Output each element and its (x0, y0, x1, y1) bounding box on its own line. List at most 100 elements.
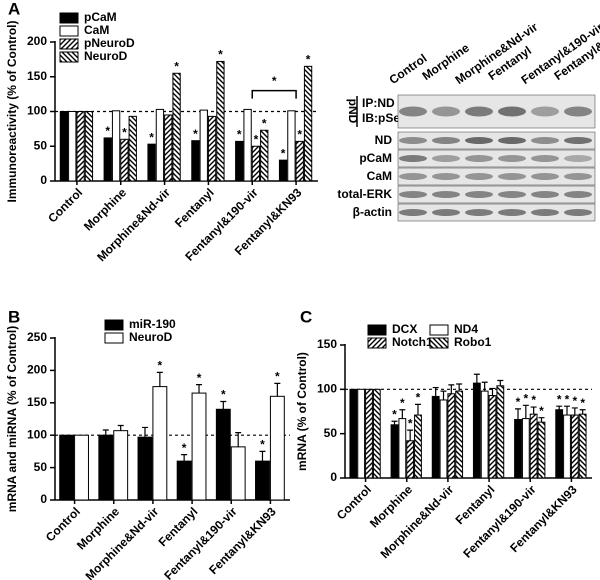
blot-row-label: CaM (367, 169, 392, 183)
bracket (251, 89, 297, 99)
bar (390, 424, 399, 479)
legend-swatch (59, 25, 79, 37)
bar (243, 108, 252, 182)
blot-band (498, 137, 526, 144)
bar (68, 111, 77, 182)
blot-strip (397, 167, 596, 186)
blot-band (432, 155, 460, 162)
significance-mark: * (580, 396, 585, 410)
bar (578, 413, 587, 479)
legend-swatch (367, 337, 387, 349)
error-bar (440, 390, 447, 400)
significance-mark: * (158, 359, 163, 373)
bar (113, 430, 129, 501)
bar (278, 159, 288, 182)
blot-strip (397, 131, 596, 150)
bar (529, 413, 538, 479)
legend-swatch (429, 337, 449, 349)
blot-band (399, 106, 427, 117)
legend-swatch (59, 51, 79, 63)
significance-mark: * (281, 146, 286, 160)
y-tick-label: 0 (40, 492, 47, 506)
bar (303, 65, 313, 182)
x-tick-label: Fentanyl (172, 185, 217, 230)
x-tick-label: Morphine&Nd-vir (94, 185, 173, 264)
error-bar (473, 373, 480, 384)
bar (176, 460, 192, 501)
bar (164, 114, 173, 182)
bar (295, 140, 304, 182)
bar (120, 138, 129, 182)
error-bar (181, 454, 188, 462)
error-bar (489, 387, 496, 396)
bar (59, 111, 69, 182)
blot-band (432, 173, 460, 180)
bar (103, 137, 112, 182)
blot-band (498, 155, 526, 162)
error-bar (522, 404, 529, 419)
bar (260, 129, 269, 182)
error-bar (579, 409, 586, 415)
bar (137, 436, 153, 501)
bar (472, 382, 481, 479)
legend-label: CaM (84, 23, 109, 37)
bar (406, 440, 415, 479)
significance-mark: * (400, 396, 405, 410)
bar (269, 395, 285, 501)
x-tick-label: Control (334, 482, 374, 522)
error-bar (481, 381, 488, 392)
y-tick-label: 0 (330, 470, 337, 484)
blot-band (399, 155, 427, 162)
bar (357, 388, 366, 479)
blot-strip (397, 203, 596, 222)
panel-label: C (300, 307, 312, 326)
y-tick-label: 50 (324, 426, 338, 440)
y-tick-label: 0 (40, 173, 47, 187)
legend-label: ND4 (454, 322, 478, 336)
bar (414, 414, 422, 479)
blot-band (465, 209, 493, 216)
blot-band (465, 137, 493, 144)
significance-mark: * (149, 130, 154, 144)
error-bar (515, 408, 522, 420)
bar (496, 385, 505, 479)
significance-mark: * (539, 404, 544, 418)
y-tick-label: 200 (27, 34, 47, 48)
error-bar (448, 384, 455, 394)
blot-band (399, 209, 427, 216)
ib-label: IB:pSer (362, 111, 405, 125)
significance-mark: * (297, 128, 302, 142)
x-tick-label: Morphine&Nd-vir (378, 482, 457, 561)
error-bar (196, 384, 203, 394)
bar (514, 418, 522, 479)
significance-mark: * (524, 391, 529, 405)
error-bar (274, 382, 281, 397)
blot-band (531, 106, 559, 117)
blot-band (564, 137, 592, 144)
legend-label: miR-190 (129, 317, 176, 331)
error-bar (156, 371, 163, 387)
legend-swatch (59, 38, 79, 50)
significance-mark: * (531, 393, 536, 407)
blot-band (498, 106, 526, 117)
error-bar (564, 405, 571, 416)
blot-band (498, 191, 526, 198)
y-tick-label: 150 (27, 69, 47, 83)
error-bar (391, 420, 398, 425)
bar (230, 446, 246, 501)
blot-band (564, 191, 592, 198)
x-tick-label: Fentanyl&190-vir (161, 504, 240, 580)
bar (455, 390, 464, 479)
significance-mark: * (565, 392, 570, 406)
ip-label: IP:ND (362, 96, 395, 110)
y-axis-label: Immunoreactivity (% of Control) (5, 20, 19, 202)
significance-mark: * (408, 416, 413, 430)
legend-label: NeuroD (129, 330, 173, 344)
bar (431, 395, 440, 479)
error-bar (399, 409, 406, 419)
legend-label: Notch1 (392, 335, 433, 349)
blot-band (399, 173, 427, 180)
x-tick-label: Fentanyl&190-vir (460, 482, 539, 561)
bar (555, 409, 564, 479)
blot-band (564, 155, 592, 162)
